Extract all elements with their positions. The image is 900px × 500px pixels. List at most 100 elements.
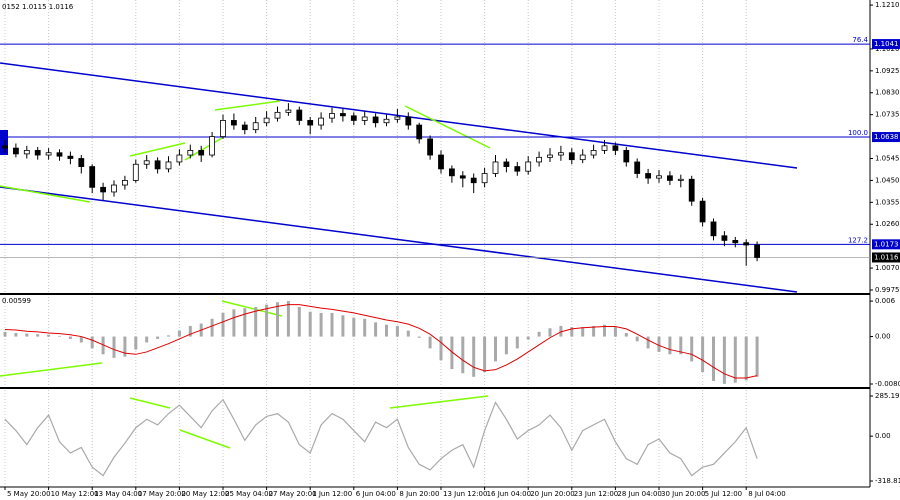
macd-bar (613, 327, 617, 337)
divergence-line (0, 185, 91, 203)
candle-body (12, 147, 19, 155)
candle-body (470, 177, 477, 184)
divergence-line (129, 397, 171, 409)
x-tick-label: 16 Jun 04:00 (487, 490, 531, 498)
level-price-label: 1.1041 (874, 40, 899, 48)
signal-line (4, 304, 758, 379)
y-tick-label: 1.0925 (875, 67, 900, 75)
divergence-line (184, 137, 223, 161)
x-tick-label: 10 May 12:00 (51, 490, 99, 498)
x-tick-label: 8 Jul 04:00 (748, 490, 786, 498)
x-tick-label: 23 Jun 12:00 (574, 490, 618, 498)
candle-body (623, 150, 630, 163)
macd-bar (90, 336, 94, 349)
divergence-line (0, 362, 103, 377)
macd-bar (395, 325, 399, 337)
divergence-line (221, 300, 283, 317)
macd-bar (167, 335, 170, 337)
macd-bar (581, 327, 585, 337)
macd-bar (330, 312, 334, 337)
x-tick-label: 25 May 04:00 (225, 490, 273, 498)
header: 0152 1.0115 1.0116 (2, 3, 74, 11)
x-tick-label: 20 May 12:00 (181, 490, 229, 498)
candle-body (754, 244, 760, 258)
macd-bar (559, 325, 563, 337)
candle-body (274, 111, 281, 119)
macd-bar (624, 333, 628, 337)
marker-block (0, 130, 8, 155)
fib-level-name: 127.2 (848, 236, 868, 244)
x-tick-label: 13 Jun 12:00 (443, 490, 487, 498)
macd-bar (232, 309, 236, 337)
macd-bar (68, 336, 72, 339)
x-tick-label: 8 Jun 20:00 (399, 490, 439, 498)
macd-bar (3, 331, 7, 337)
candle-body (230, 120, 237, 126)
candle-body (23, 150, 30, 155)
candle-body (536, 156, 542, 163)
macd-bar (79, 336, 83, 343)
x-tick-label: 1 Jun 12:00 (312, 490, 352, 498)
x-tick-label: 20 Jun 20:00 (530, 490, 574, 498)
macd-bar (25, 333, 29, 337)
candle-body (252, 122, 259, 131)
macd-bar (385, 324, 388, 337)
candle-body (481, 173, 488, 184)
macd-bar (657, 336, 661, 352)
macd-bar (188, 325, 192, 337)
y-tick-label: 1.0260 (875, 220, 900, 228)
candle-body (405, 116, 412, 126)
panel-separator (0, 387, 870, 389)
macd-bar (537, 331, 541, 337)
macd-bar (515, 336, 519, 349)
macd-bar (406, 330, 410, 337)
bid-price-box (872, 252, 900, 263)
candle-body (89, 166, 96, 188)
candle-body (416, 124, 423, 140)
candle-body (710, 221, 717, 237)
candle-body (394, 116, 401, 120)
x-tick-label: 28 Jun 04:00 (617, 490, 661, 498)
macd-bar (156, 336, 160, 339)
macd-bar (319, 312, 323, 337)
candle-body (122, 180, 128, 186)
macd-bar (58, 335, 61, 337)
macd-bar (592, 325, 596, 337)
candle-body (78, 158, 85, 167)
level-price-label: 1.0638 (874, 133, 899, 141)
level-price-box (872, 239, 900, 250)
x-tick-label: 5 Jul 12:00 (705, 490, 743, 498)
candle-body (350, 115, 357, 121)
level-price-box (872, 39, 900, 50)
candle-body (558, 152, 564, 156)
x-tick-label: 6 Jun 04:00 (356, 490, 396, 498)
macd-bar (254, 306, 258, 337)
macd-bar (494, 336, 497, 362)
candle-body (176, 154, 183, 163)
macd-bar (635, 336, 639, 342)
candle-body (67, 155, 74, 159)
y-tick-label: 0.00 (875, 432, 891, 440)
candle-body (307, 120, 314, 126)
macd-bar (14, 333, 18, 337)
macd-bar (145, 336, 149, 343)
divergence-line (404, 105, 491, 149)
candle-body (688, 178, 695, 202)
macd-bar (504, 336, 508, 355)
macd-bar (374, 322, 378, 337)
candle-body (525, 161, 532, 172)
macd-bar (112, 336, 116, 358)
y-tick-label: 1.0735 (875, 111, 900, 119)
macd-bar (276, 302, 279, 337)
divergence-line (389, 395, 489, 409)
macd-bar (548, 328, 552, 337)
macd-bar (101, 336, 105, 355)
drawings (0, 0, 871, 488)
y-tick-label: 1.0830 (875, 89, 900, 97)
x-tick-label: 30 Jun 20:00 (661, 490, 705, 498)
macd-bar (243, 308, 247, 337)
macd-bar (36, 334, 40, 337)
candle-body (568, 152, 575, 161)
candle-body (296, 109, 303, 121)
